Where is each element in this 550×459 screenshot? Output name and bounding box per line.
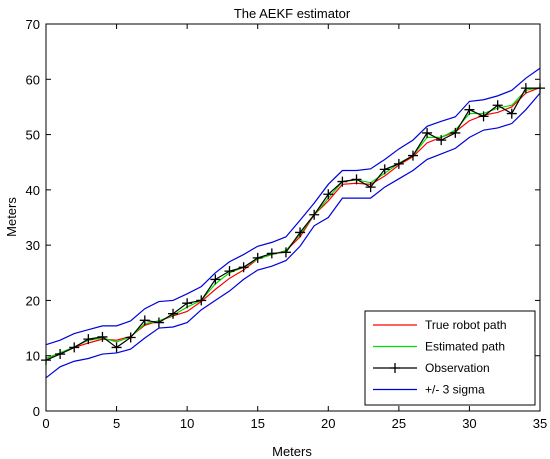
- observation-marker: [379, 164, 390, 175]
- observation-marker: [309, 209, 320, 220]
- y-tick-label: 50: [26, 128, 40, 143]
- observation-marker: [97, 331, 108, 342]
- observation-marker: [520, 83, 531, 94]
- observation-marker: [153, 317, 164, 328]
- y-tick-label: 40: [26, 183, 40, 198]
- observation-marker: [252, 252, 263, 263]
- y-tick-label: 60: [26, 72, 40, 87]
- y-tick-label: 30: [26, 238, 40, 253]
- x-tick-label: 15: [250, 416, 264, 431]
- y-tick-label: 10: [26, 349, 40, 364]
- observation-marker: [492, 100, 503, 111]
- x-tick-label: 10: [180, 416, 194, 431]
- x-axis-title: Meters: [272, 444, 312, 459]
- legend: True robot path Estimated path Observation…: [364, 310, 536, 406]
- observation-marker: [351, 174, 362, 185]
- observation-marker: [450, 127, 461, 138]
- legend-label: Observation: [425, 361, 490, 375]
- observation-marker: [111, 342, 122, 353]
- legend-marker: [390, 363, 400, 373]
- y-tick-label: 70: [26, 17, 40, 32]
- observation-marker: [224, 266, 235, 277]
- observation-marker: [365, 182, 376, 193]
- observation-marker: [464, 104, 475, 115]
- observation-marker: [436, 135, 447, 146]
- observation-marker: [407, 150, 418, 161]
- observation-marker: [478, 111, 489, 122]
- observation-marker: [210, 274, 221, 285]
- observation-marker: [69, 342, 80, 353]
- y-tick-label: 20: [26, 293, 40, 308]
- observation-marker: [168, 308, 179, 319]
- observation-marker: [323, 189, 334, 200]
- observation-marker: [196, 295, 207, 306]
- y-tick-label: 0: [33, 404, 40, 419]
- observation-marker: [422, 127, 433, 138]
- observation-marker: [55, 349, 66, 360]
- observation-marker: [393, 158, 404, 169]
- x-tick-label: 30: [462, 416, 476, 431]
- observation-marker: [337, 176, 348, 187]
- legend-label: True robot path: [425, 318, 507, 332]
- series-line-4: [45, 92, 541, 379]
- observation-marker: [125, 332, 136, 343]
- observation-marker: [182, 298, 193, 309]
- observation-marker: [139, 315, 150, 326]
- observation-marker: [506, 108, 517, 119]
- y-axis-title: Meters: [4, 197, 19, 237]
- x-tick-label: 20: [321, 416, 335, 431]
- axes-frame: [45, 23, 541, 412]
- observation-marker: [280, 247, 291, 258]
- series-line-2: [45, 87, 540, 361]
- observation-marker: [238, 262, 249, 273]
- plot-area: 0 5 10 15 20 25 30 35 0 10 20 30 40 50 60 70: [26, 17, 548, 431]
- x-tick-label: 5: [113, 416, 120, 431]
- chart-title: The AEKF estimator: [234, 6, 351, 21]
- x-tick-label: 25: [392, 416, 406, 431]
- observation-marker: [83, 334, 94, 345]
- observation-marker: [266, 248, 277, 259]
- x-tick-label: 0: [42, 416, 49, 431]
- observation-marker: [295, 227, 306, 238]
- legend-label: +/- 3 sigma: [425, 383, 485, 397]
- legend-label: Estimated path: [425, 340, 505, 354]
- series-line-3: [45, 67, 541, 346]
- x-tick-label: 35: [533, 416, 547, 431]
